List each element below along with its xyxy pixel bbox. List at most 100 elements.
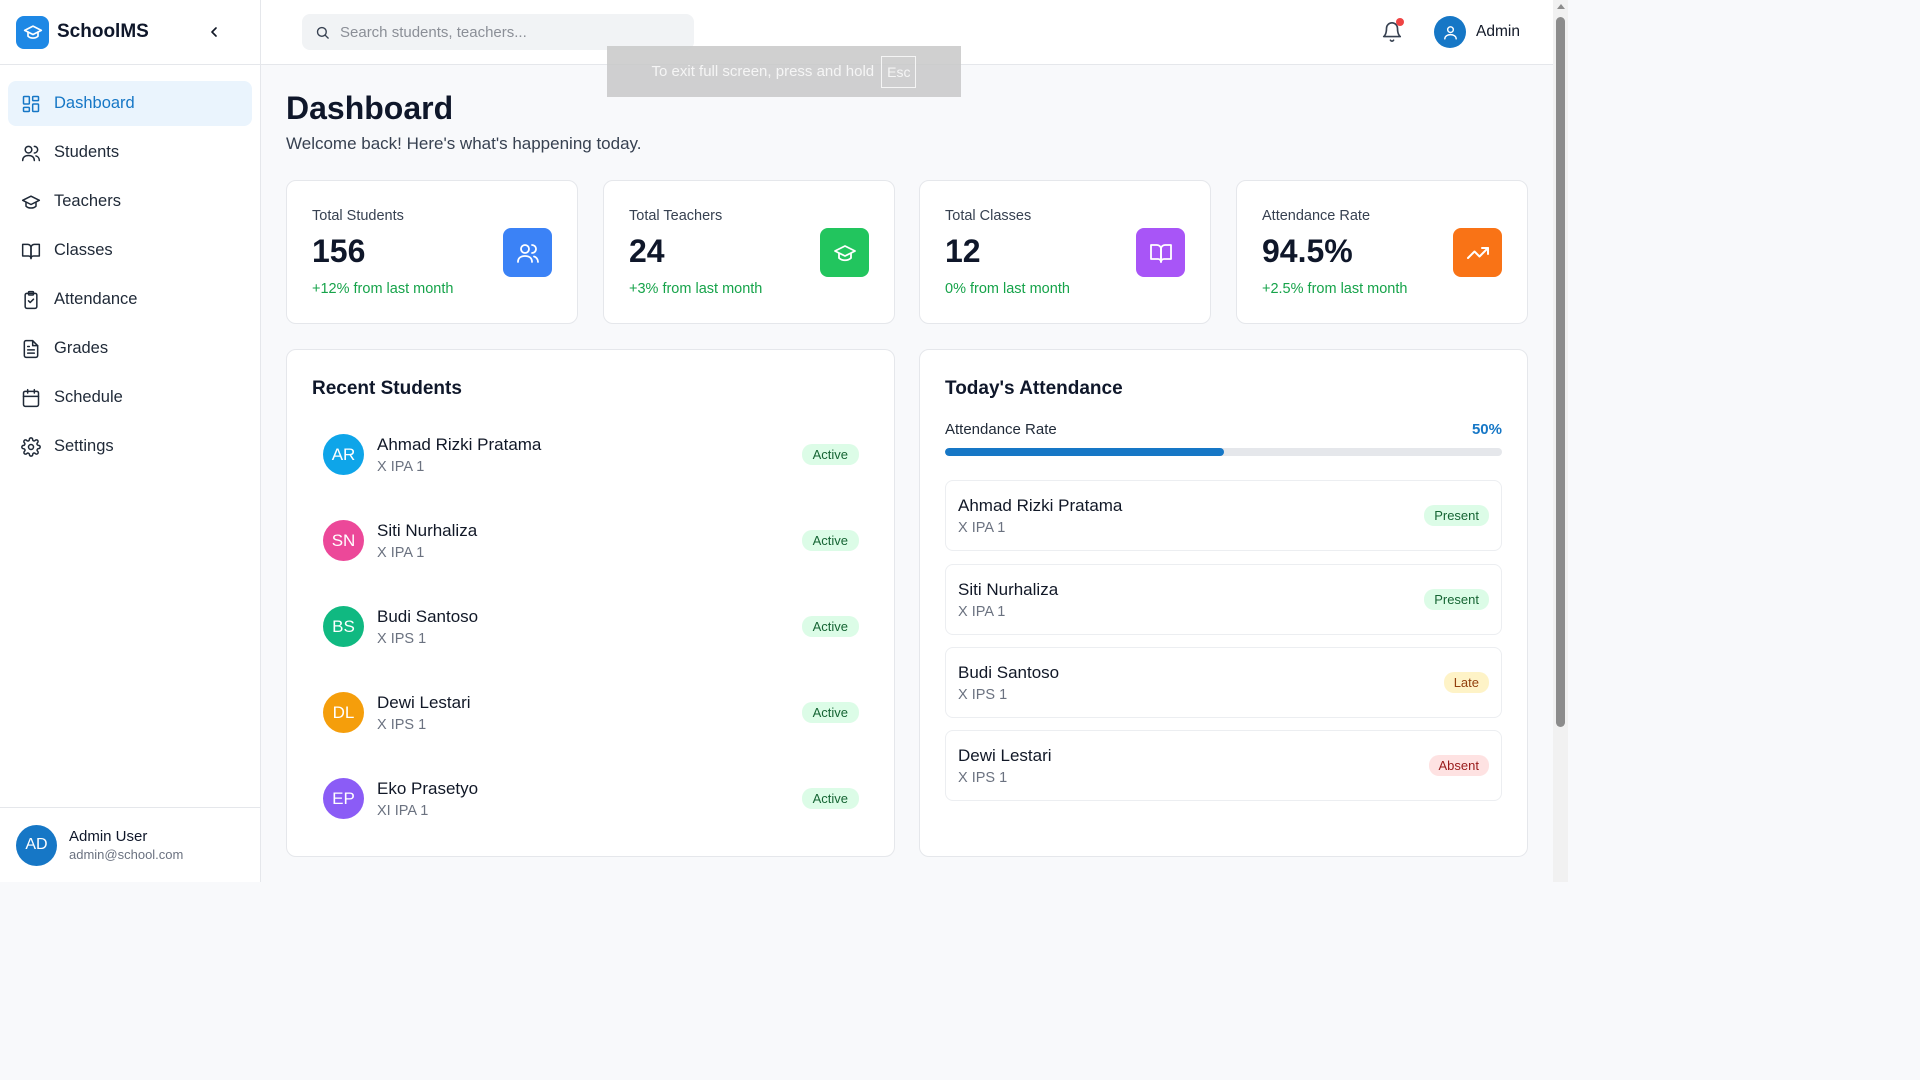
scroll-thumb[interactable]: [1556, 17, 1565, 727]
sidebar-item-label: Teachers: [54, 192, 121, 210]
book-icon: [1136, 228, 1185, 277]
user-email: admin@school.com: [69, 847, 184, 862]
notifications-button[interactable]: [1381, 18, 1404, 43]
attendance-meta: Ahmad Rizki Pratama X IPA 1: [958, 496, 1122, 536]
student-class: X IPA 1: [958, 603, 1006, 620]
users-icon: [21, 145, 41, 161]
stat-value: 12: [945, 233, 981, 269]
graduation-cap-icon[interactable]: [16, 15, 49, 49]
stat-card-classes: Total Classes 12 0% from last month: [919, 180, 1211, 324]
student-name: Ahmad Rizki Pratama: [377, 434, 542, 454]
search-box[interactable]: [302, 14, 694, 50]
status-badge: Late: [1443, 672, 1489, 693]
users-icon: [503, 228, 552, 277]
search-input[interactable]: [340, 23, 670, 41]
file-text-icon: [23, 339, 39, 358]
student-name: Budi Santoso: [377, 606, 479, 626]
card-title: Today's Attendance: [945, 378, 1123, 399]
app-name[interactable]: SchoolMS: [57, 21, 149, 42]
list-item[interactable]: EP Eko Prasetyo XI IPA 1 Active: [323, 776, 859, 821]
student-meta: Siti Nurhaliza X IPA 1: [377, 521, 477, 561]
stat-value: 24: [629, 233, 665, 269]
sidebar-item-dashboard[interactable]: Dashboard: [8, 81, 252, 126]
sidebar-item-grades[interactable]: Grades: [8, 326, 252, 371]
status-badge: Absent: [1428, 755, 1489, 776]
student-name: Siti Nurhaliza: [377, 520, 478, 540]
search-icon: [316, 26, 329, 39]
recent-students-card: Recent Students AR Ahmad Rizki Pratama X…: [286, 349, 895, 857]
brand: SchoolMS: [0, 0, 260, 65]
attendance-progress-fill: [945, 448, 1224, 456]
student-meta: Eko Prasetyo XI IPA 1: [377, 779, 478, 819]
sidebar-item-attendance[interactable]: Attendance: [8, 277, 252, 322]
avatar: AD: [16, 824, 57, 866]
sidebar-item-label: Grades: [54, 339, 109, 357]
sidebar-item-settings[interactable]: Settings: [8, 424, 252, 469]
esc-key-hint: Esc: [881, 55, 917, 88]
gear-icon: [21, 436, 41, 457]
stat-card-students: Total Students 156 +12% from last month: [286, 180, 578, 324]
list-item[interactable]: SN Siti Nurhaliza X IPA 1 Active: [323, 518, 859, 563]
stat-change: +2.5% from last month: [1262, 281, 1408, 297]
student-name: Siti Nurhaliza: [958, 579, 1059, 599]
stat-change: 0% from last month: [945, 281, 1070, 297]
avatar: EP: [323, 778, 364, 819]
fullscreen-notice: To exit full screen, press and hold Esc: [607, 46, 961, 97]
sidebar-item-schedule[interactable]: Schedule: [8, 375, 252, 420]
list-item[interactable]: AR Ahmad Rizki Pratama X IPA 1 Active: [323, 432, 859, 477]
attendance-rate-label: Attendance Rate: [945, 421, 1057, 438]
scrollbar[interactable]: [1553, 0, 1568, 882]
todays-attendance-card: Today's Attendance Attendance Rate 50% A…: [919, 349, 1528, 857]
attendance-row[interactable]: Ahmad Rizki Pratama X IPA 1 Present: [945, 480, 1502, 551]
attendance-row[interactable]: Budi Santoso X IPS 1 Late: [945, 647, 1502, 718]
status-badge: Active: [801, 530, 859, 551]
student-class: X IPS 1: [958, 769, 1008, 786]
sidebar-item-label: Schedule: [54, 388, 123, 406]
admin-menu[interactable]: Admin: [1434, 16, 1520, 48]
graduation-cap-icon: [820, 228, 869, 277]
sidebar-item-students[interactable]: Students: [8, 130, 252, 175]
bell-icon: [1382, 22, 1402, 42]
student-name: Dewi Lestari: [377, 692, 471, 712]
page-title: Dashboard: [286, 90, 454, 126]
sidebar-user[interactable]: AD Admin User admin@school.com: [0, 807, 260, 882]
avatar: SN: [323, 520, 364, 561]
book-icon: [21, 243, 41, 259]
sidebar-item-label: Attendance: [54, 290, 138, 308]
calendar-icon: [22, 388, 40, 407]
sidebar: SchoolMS Dashboard Students Teachers Cla…: [0, 0, 261, 882]
student-name: Eko Prasetyo: [377, 778, 479, 798]
avatar: AR: [323, 434, 364, 475]
student-name: Dewi Lestari: [958, 745, 1052, 765]
list-item[interactable]: BS Budi Santoso X IPS 1 Active: [323, 604, 859, 649]
sidebar-item-classes[interactable]: Classes: [8, 228, 252, 273]
student-class: X IPA 1: [377, 544, 425, 561]
student-class: X IPS 1: [377, 630, 427, 647]
stat-value: 156: [312, 233, 366, 269]
stat-card-attendance: Attendance Rate 94.5% +2.5% from last mo…: [1236, 180, 1528, 324]
sidebar-item-label: Dashboard: [54, 94, 135, 112]
student-class: X IPS 1: [377, 716, 427, 733]
sidebar-item-label: Settings: [54, 437, 114, 455]
attendance-rate-value: 50%: [1471, 421, 1502, 438]
sidebar-item-teachers[interactable]: Teachers: [8, 179, 252, 224]
status-badge: Present: [1424, 589, 1489, 610]
stat-label: Total Teachers: [629, 208, 723, 224]
attendance-row[interactable]: Dewi Lestari X IPS 1 Absent: [945, 730, 1502, 801]
attendance-row[interactable]: Siti Nurhaliza X IPA 1 Present: [945, 564, 1502, 635]
student-meta: Dewi Lestari X IPS 1: [377, 693, 471, 733]
attendance-meta: Siti Nurhaliza X IPA 1: [958, 580, 1058, 620]
student-meta: Ahmad Rizki Pratama X IPA 1: [377, 435, 541, 475]
clipboard-check-icon: [24, 290, 38, 309]
collapse-sidebar-button[interactable]: [204, 22, 224, 42]
admin-label: Admin: [1476, 23, 1520, 40]
list-item[interactable]: DL Dewi Lestari X IPS 1 Active: [323, 690, 859, 735]
status-badge: Active: [801, 444, 859, 465]
user-icon: [1443, 25, 1457, 40]
sidebar-item-label: Students: [54, 143, 120, 161]
scroll-up-arrow[interactable]: [1557, 4, 1565, 9]
status-badge: Active: [801, 788, 859, 809]
stat-card-teachers: Total Teachers 24 +3% from last month: [603, 180, 895, 324]
student-class: X IPA 1: [958, 519, 1006, 536]
stat-label: Attendance Rate: [1262, 208, 1371, 224]
